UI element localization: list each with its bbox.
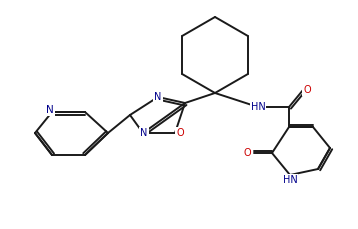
Text: N: N bbox=[46, 105, 54, 115]
Text: O: O bbox=[176, 128, 184, 138]
Text: O: O bbox=[243, 148, 251, 158]
Text: HN: HN bbox=[282, 175, 297, 185]
Text: N: N bbox=[154, 92, 162, 102]
Text: O: O bbox=[303, 85, 311, 95]
Text: HN: HN bbox=[251, 102, 265, 112]
Text: N: N bbox=[140, 128, 148, 138]
